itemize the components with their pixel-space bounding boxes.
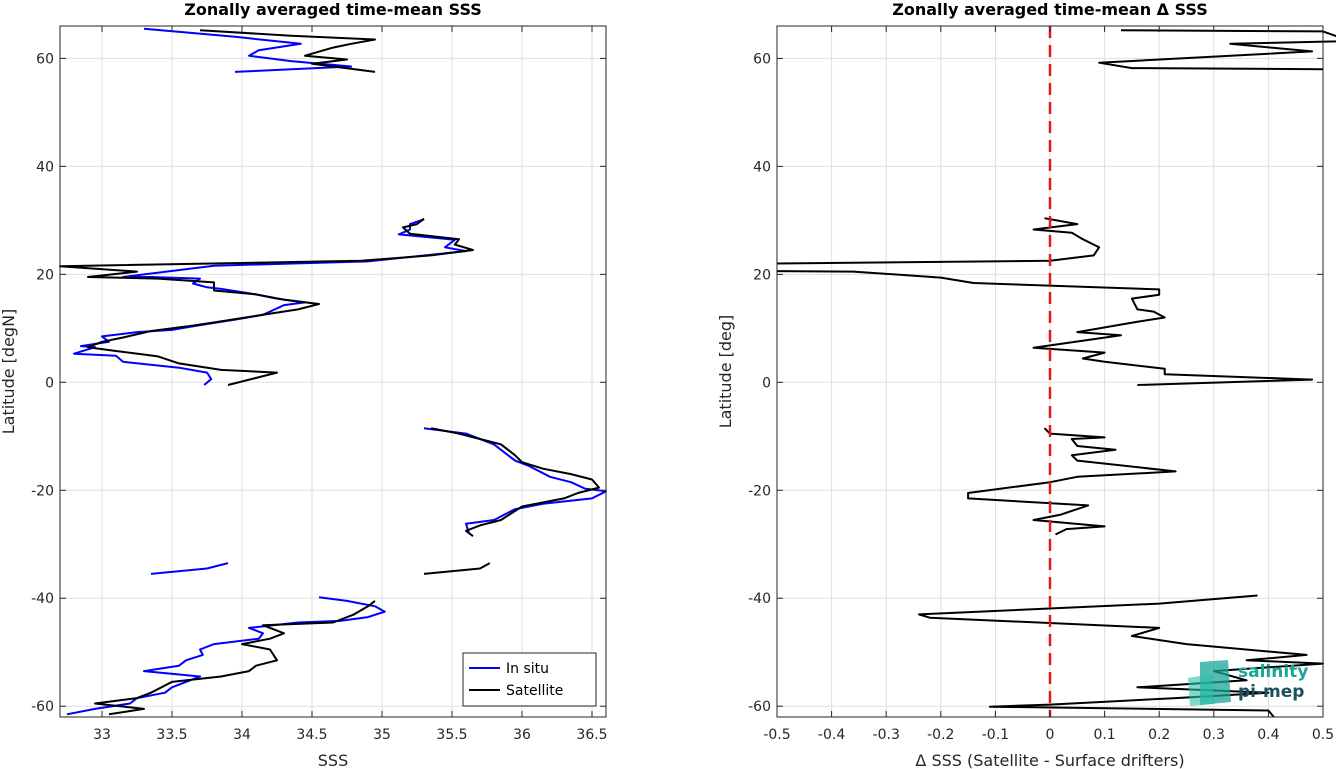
x-tick-label: -0.4 xyxy=(818,727,845,743)
y-tick-label: 60 xyxy=(36,51,54,67)
y-tick-label: -40 xyxy=(31,591,54,607)
x-tick-label: -0.3 xyxy=(873,727,900,743)
delta-sss-line-segment xyxy=(967,427,1177,536)
delta-sss-line-segment xyxy=(776,217,1101,265)
x-tick-label: 0.4 xyxy=(1257,727,1279,743)
in-situ-line-segment xyxy=(66,596,386,716)
x-tick-label: 36.5 xyxy=(576,727,607,743)
satellite-line-segment xyxy=(94,600,376,716)
y-tick-label: -60 xyxy=(31,699,54,715)
y-tick-label: -20 xyxy=(31,483,54,499)
delta-sss-line-segment xyxy=(1098,29,1336,71)
chart-title: Zonally averaged time-mean Δ SSS xyxy=(892,0,1208,19)
right-panel-delta-sss: -0.5 -0.4 -0.3 -0.2 -0.1 0 0.1 0.2 0.3 0.4 0.5 -60 -… xyxy=(716,0,1336,769)
y-tick-label: 0 xyxy=(45,375,54,391)
plot-area xyxy=(60,26,606,717)
y-axis-label: Latitude [degN] xyxy=(0,309,18,435)
logo-text-line2: pi-mep xyxy=(1238,682,1304,702)
y-tick-label: -20 xyxy=(748,483,771,499)
satellite-line-segment xyxy=(59,217,474,386)
x-tick-label: 35 xyxy=(373,727,391,743)
x-tick-label: 0.3 xyxy=(1203,727,1225,743)
x-tick-label: 33 xyxy=(93,727,111,743)
x-tick-label: -0.1 xyxy=(982,727,1009,743)
x-tick-label: 0.5 xyxy=(1312,727,1334,743)
x-axis-label: SSS xyxy=(318,751,348,769)
delta-sss-line-segment xyxy=(776,270,1314,386)
x-tick-label: -0.5 xyxy=(763,727,790,743)
satellite-line-segment xyxy=(423,562,491,575)
legend: In situ Satellite xyxy=(462,652,597,707)
x-tick-label: 34.5 xyxy=(296,727,327,743)
y-tick-label: -60 xyxy=(748,699,771,715)
chart-title: Zonally averaged time-mean SSS xyxy=(184,0,482,19)
y-tick-label: 60 xyxy=(753,51,771,67)
x-tick-label: 35.5 xyxy=(436,727,467,743)
y-tick-label: 40 xyxy=(753,159,771,175)
x-tick-label: 0 xyxy=(1046,727,1055,743)
x-tick-label: 0.1 xyxy=(1093,727,1115,743)
x-tick-label: 0.2 xyxy=(1148,727,1170,743)
in-situ-line-segment xyxy=(423,427,607,533)
legend-entry: Satellite xyxy=(506,683,563,699)
left-panel-sss: 33 33.5 34 34.5 35 35.5 36 36.5 -60 -40 -20 0 20 40 60… xyxy=(0,0,608,769)
salinity-pi-mep-logo: salinity pi-mep xyxy=(1188,660,1308,706)
x-tick-label: -0.2 xyxy=(927,727,954,743)
y-tick-label: 0 xyxy=(762,375,771,391)
x-tick-label: 33.5 xyxy=(156,727,187,743)
axes-frame xyxy=(59,25,607,718)
y-tick-label: 20 xyxy=(753,267,771,283)
logo-text-line1: salinity xyxy=(1238,662,1308,682)
in-situ-line-segment xyxy=(143,27,353,73)
y-axis-label: Latitude [deg] xyxy=(716,315,735,429)
in-situ-line-segment xyxy=(150,562,229,575)
satellite-line-segment xyxy=(430,427,600,537)
x-tick-label: 36 xyxy=(513,727,531,743)
satellite-line-segment xyxy=(199,29,376,73)
x-axis-label: Δ SSS (Satellite - Surface drifters) xyxy=(915,751,1184,769)
y-tick-label: 20 xyxy=(36,267,54,283)
x-tick-label: 34 xyxy=(233,727,251,743)
logo-shape-icon xyxy=(1188,674,1214,706)
legend-box xyxy=(462,652,597,707)
legend-entry: In situ xyxy=(506,661,549,677)
y-tick-label: -40 xyxy=(748,591,771,607)
y-tick-label: 40 xyxy=(36,159,54,175)
